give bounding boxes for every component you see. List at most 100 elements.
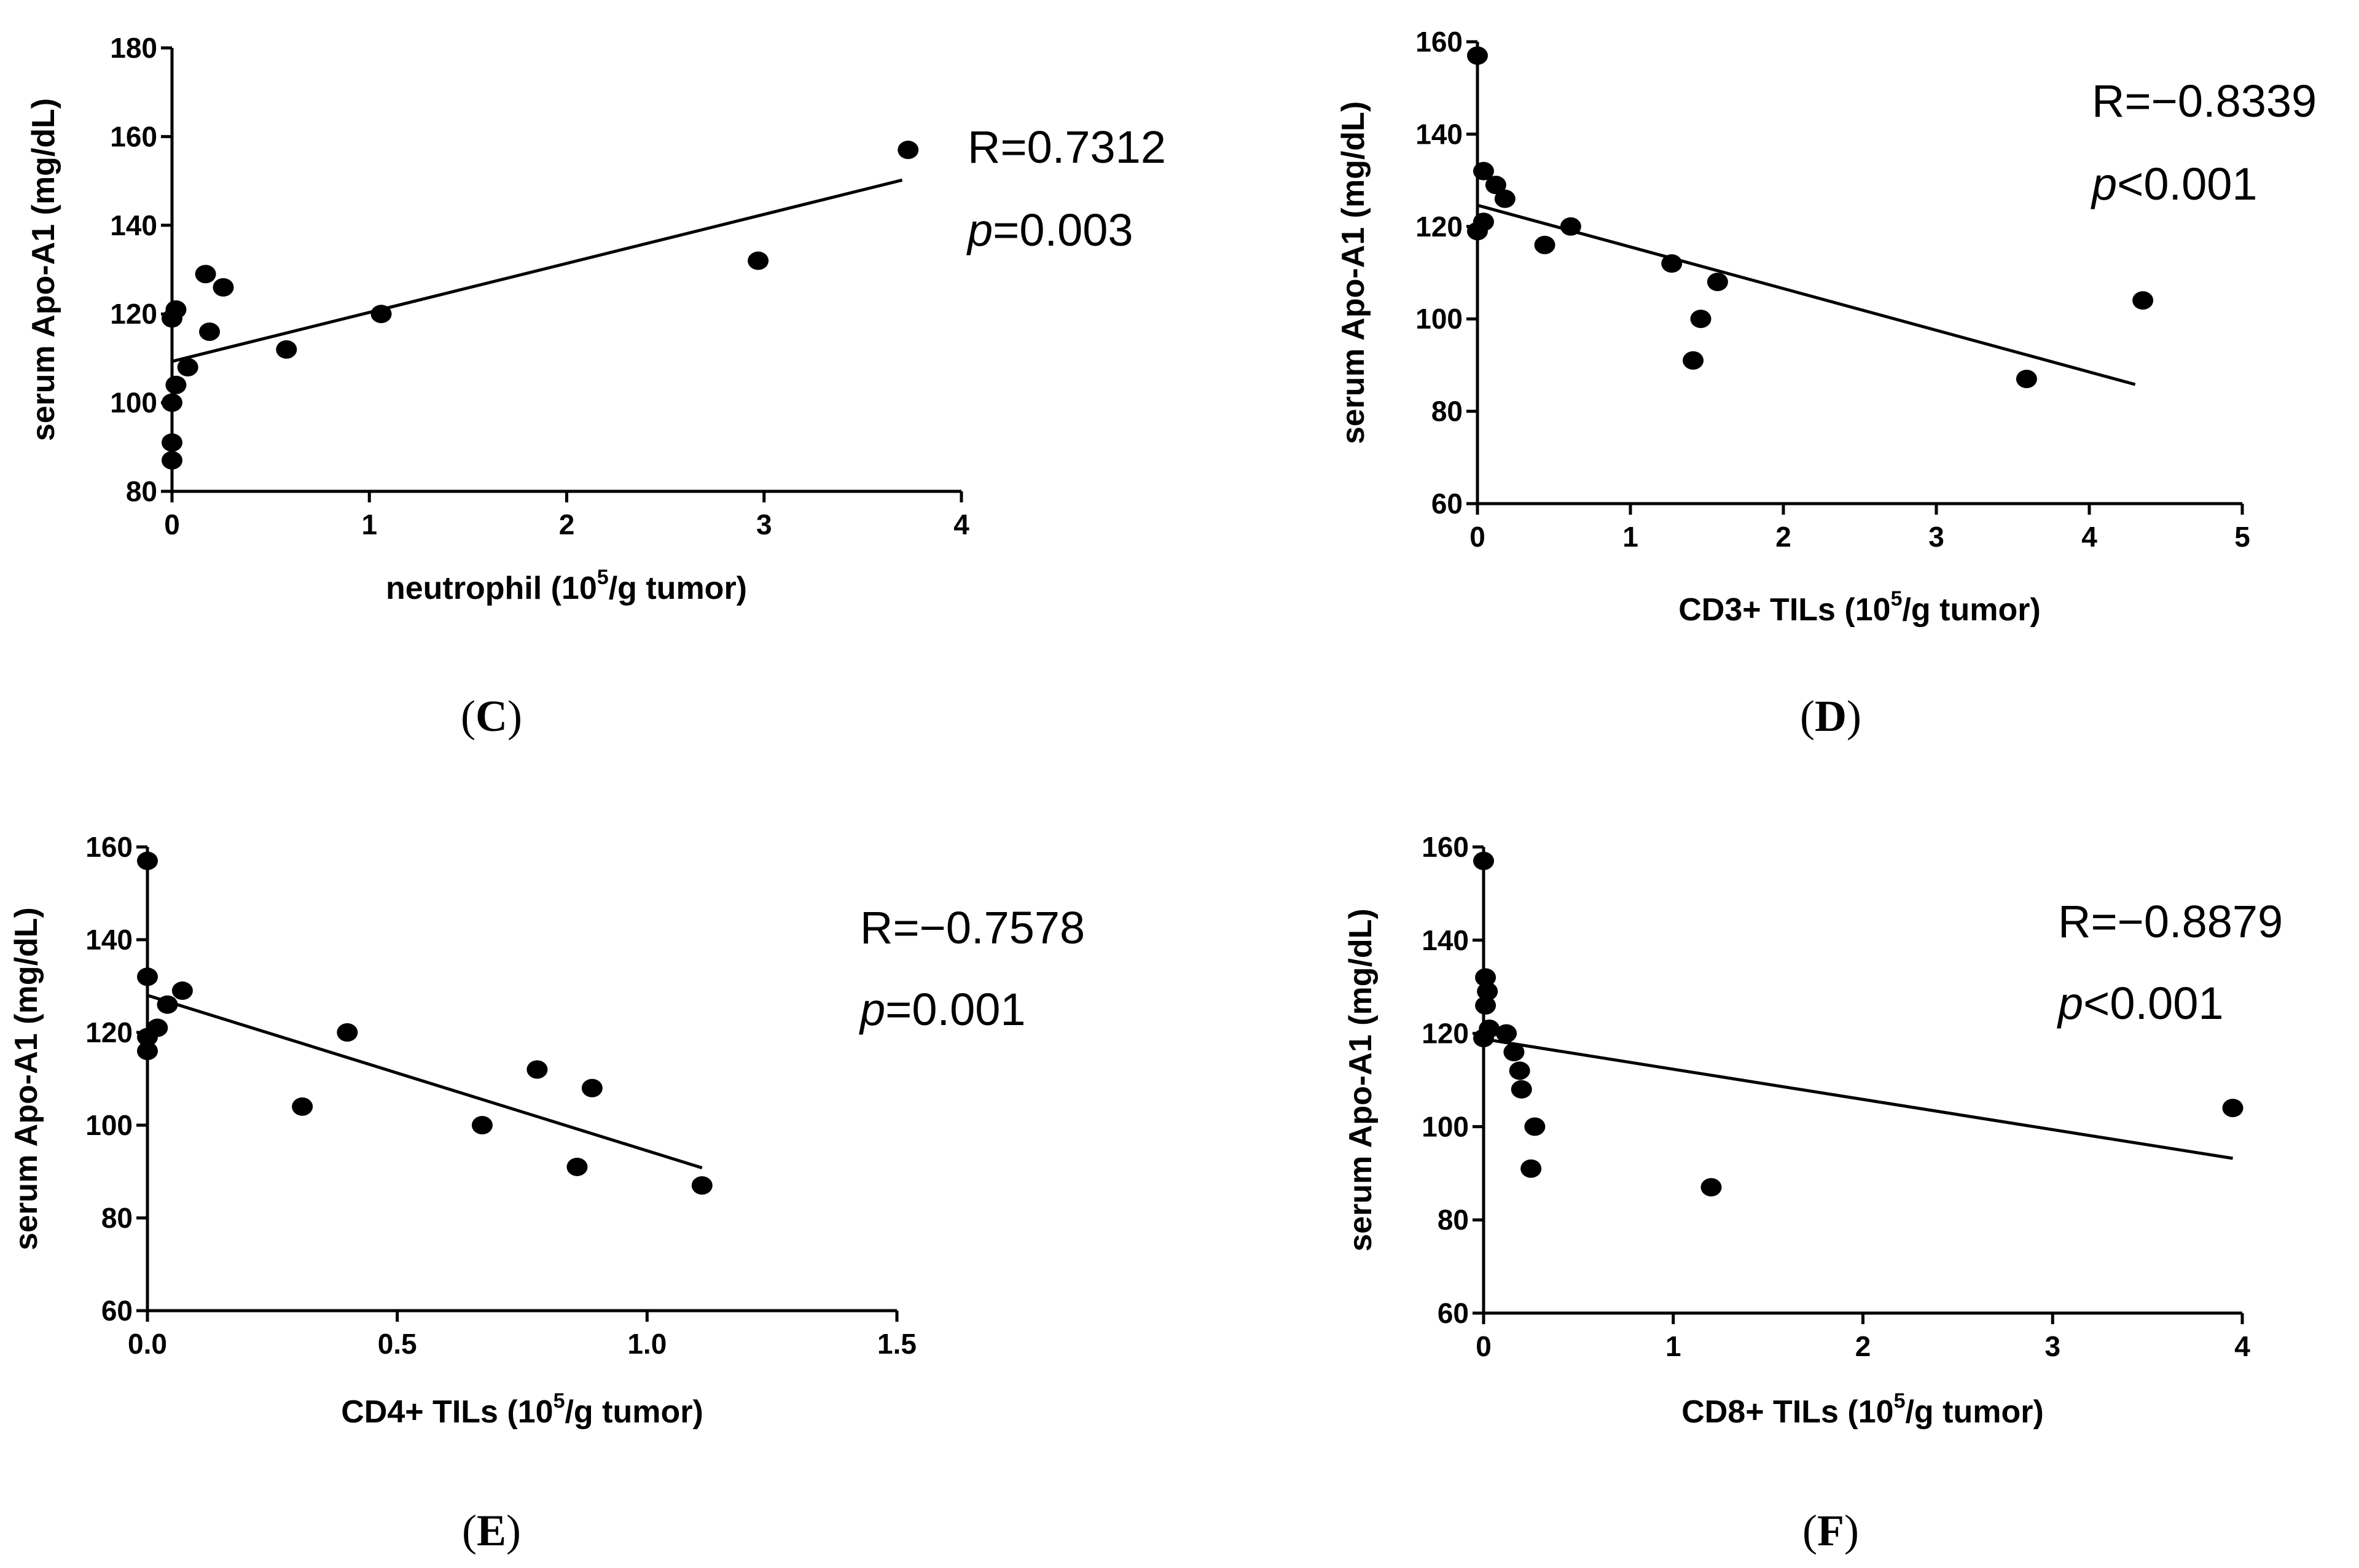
x-tick-label: 1.0 [627, 1328, 667, 1360]
x-axis-title-prefix: neutrophil (10 [386, 571, 597, 606]
data-point [898, 141, 919, 160]
y-axis-title: serum Apo-A1 (mg/dL) [26, 98, 61, 442]
x-axis-title-superscript: 5 [554, 1389, 565, 1413]
data-point [1683, 351, 1704, 370]
x-axis-title-superscript: 5 [597, 566, 609, 589]
panel-e: 60 80 100 120 140 160 0.0 0.5 1.0 1.5 serum Apo-A1… [0, 784, 1180, 1567]
x-tick-label: 1 [1665, 1330, 1681, 1362]
y-tick-label: 160 [1415, 26, 1463, 58]
data-point [1467, 46, 1488, 65]
data-point [1479, 1020, 1500, 1039]
p-value-number: =0.001 [885, 984, 1025, 1035]
y-tick-label: 120 [1422, 1018, 1469, 1050]
correlation-r-value: R=−0.7578 [860, 902, 1085, 953]
data-point [1475, 968, 1496, 987]
panel-d: 60 80 100 120 140 160 0 1 2 3 4 5 serum Apo-A1 (mg/d… [1180, 0, 2359, 784]
data-point [276, 340, 297, 359]
data-point [1511, 1080, 1532, 1099]
panel-label-letter: E [477, 1506, 506, 1555]
x-axis-title-suffix: /g tumor) [609, 571, 747, 606]
scatter-plot-d: 60 80 100 120 140 160 0 1 2 3 4 5 serum Apo-A1 (mg/d… [1336, 26, 2317, 741]
data-point [1503, 1042, 1525, 1061]
y-tick-label: 140 [110, 209, 157, 241]
x-tick-label: 1 [361, 509, 377, 540]
panel-label-letter: F [1817, 1506, 1844, 1555]
data-point [2016, 369, 2037, 388]
x-tick-label: 2 [1775, 521, 1791, 553]
data-point [1496, 1024, 1517, 1043]
data-point [748, 251, 769, 270]
data-point [566, 1157, 588, 1176]
data-point [1560, 217, 1581, 236]
y-tick-label: 100 [85, 1109, 133, 1141]
y-tick-label: 60 [101, 1295, 133, 1327]
x-tick-label: 3 [2044, 1330, 2060, 1362]
data-point [1473, 851, 1494, 870]
p-value-symbol: p [859, 984, 885, 1035]
y-tick-label: 80 [1431, 396, 1463, 427]
x-tick-label: 0 [164, 509, 180, 540]
y-tick-label: 120 [1415, 211, 1463, 243]
p-value: p=0.001 [859, 984, 1026, 1035]
regression-line [1477, 203, 2136, 386]
x-axis-title-suffix: /g tumor) [1902, 592, 2040, 628]
data-point [1700, 1178, 1722, 1197]
p-value-number: <0.001 [2117, 158, 2257, 209]
data-point [1690, 310, 1712, 329]
x-tick-label: 1.5 [877, 1328, 917, 1360]
x-axis-title-prefix: CD3+ TILs (10 [1678, 592, 1890, 628]
y-axis-title: serum Apo-A1 (mg/dL) [1343, 908, 1379, 1252]
x-tick-label: 2 [559, 509, 575, 540]
y-tick-label: 80 [126, 475, 157, 507]
data-point [165, 375, 187, 394]
data-point [137, 967, 158, 986]
p-value-symbol: p [966, 205, 993, 255]
y-tick-label: 140 [1415, 118, 1463, 150]
panel-label-letter: C [475, 692, 507, 741]
y-tick-label: 140 [1422, 924, 1469, 956]
panel-label-close-paren: ) [506, 1506, 521, 1555]
y-tick-label: 100 [1422, 1110, 1469, 1142]
data-point [137, 851, 158, 870]
y-tick-label: 60 [1431, 488, 1463, 520]
data-point [581, 1078, 603, 1098]
data-point [526, 1060, 548, 1079]
x-axis-title: CD4+ TILs (105/g tumor) [341, 1389, 703, 1430]
data-point [165, 300, 187, 319]
p-value-number: <0.001 [2083, 978, 2223, 1029]
panel-label: (F) [1802, 1506, 1859, 1555]
y-tick-label: 80 [101, 1202, 133, 1234]
p-value-symbol: p [2057, 978, 2083, 1029]
y-tick-label: 160 [1422, 831, 1469, 863]
data-point [1473, 162, 1494, 181]
data-point [1494, 189, 1516, 208]
y-tick-label: 100 [1415, 303, 1463, 335]
p-value: p<0.001 [2057, 978, 2224, 1029]
scatter-plot-e: 60 80 100 120 140 160 0.0 0.5 1.0 1.5 serum Apo-A1… [9, 831, 1085, 1555]
x-tick-label: 0.5 [378, 1328, 417, 1360]
data-point [1520, 1159, 1542, 1178]
x-tick-label: 5 [2234, 521, 2250, 553]
panel-label: (C) [461, 692, 522, 741]
y-tick-label: 180 [110, 32, 157, 64]
x-tick-label: 3 [756, 509, 772, 540]
panel-f: 60 80 100 120 140 160 0 1 2 3 4 serum Apo-A1 (mg/dL… [1180, 784, 2359, 1567]
data-point [137, 1042, 158, 1061]
data-point [1707, 273, 1728, 292]
p-value: p<0.001 [2091, 158, 2258, 209]
scatter-plot-f: 60 80 100 120 140 160 0 1 2 3 4 serum Apo-A1 (mg/dL… [1343, 831, 2283, 1555]
panel-label-open-paren: ( [1800, 692, 1815, 741]
x-tick-label: 4 [2081, 521, 2097, 553]
correlation-r-value: R=0.7312 [968, 122, 1166, 173]
regression-line [1483, 1037, 2233, 1160]
data-point [1509, 1061, 1530, 1080]
x-tick-label: 1 [1622, 521, 1638, 553]
regression-line [147, 994, 703, 1169]
data-point [162, 433, 182, 452]
y-tick-label: 80 [1438, 1204, 1469, 1236]
x-tick-label: 0 [1469, 521, 1485, 553]
data-point [177, 357, 198, 376]
panel-label-open-paren: ( [1802, 1506, 1817, 1555]
data-point [1485, 176, 1506, 195]
